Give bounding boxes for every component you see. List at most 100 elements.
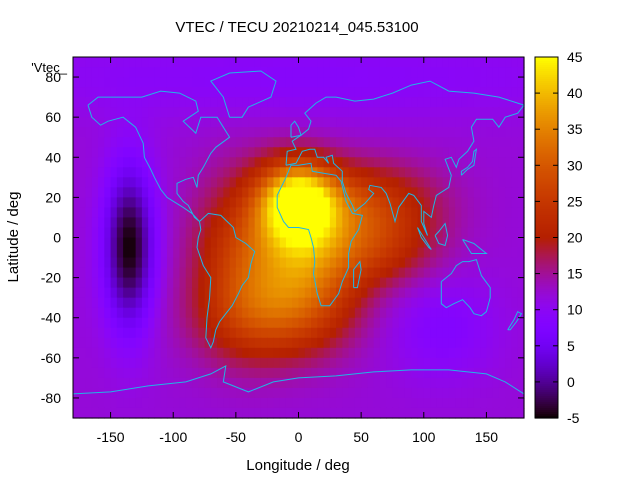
heatmap-cell — [348, 357, 356, 369]
heatmap-cell — [91, 317, 99, 329]
heatmap-cell — [367, 247, 375, 259]
heatmap-cell — [436, 267, 444, 279]
heatmap-cell — [110, 347, 118, 359]
heatmap-cell — [423, 97, 431, 108]
heatmap-cell — [179, 167, 187, 178]
heatmap-cell — [404, 117, 412, 128]
heatmap-cell — [461, 377, 469, 389]
heatmap-cell — [392, 257, 400, 269]
heatmap-cell — [204, 287, 212, 299]
heatmap-cell — [179, 397, 187, 409]
heatmap-cell — [154, 387, 162, 399]
heatmap-cell — [304, 357, 312, 369]
heatmap-cell — [104, 247, 112, 259]
heatmap-cell — [386, 227, 394, 239]
heatmap-cell — [367, 297, 375, 309]
heatmap-cell — [492, 107, 500, 118]
heatmap-cell — [173, 287, 181, 299]
heatmap-cell — [361, 197, 369, 209]
heatmap-cell — [292, 57, 300, 68]
heatmap-cell — [173, 177, 181, 188]
heatmap-cell — [260, 207, 268, 219]
heatmap-cell — [198, 227, 206, 239]
heatmap-cell — [430, 77, 437, 88]
heatmap-cell — [505, 327, 513, 339]
heatmap-cell — [304, 137, 312, 148]
heatmap-cell — [210, 327, 218, 339]
heatmap-cell — [304, 277, 312, 289]
heatmap-cell — [235, 407, 243, 419]
heatmap-cell — [116, 167, 124, 178]
colorbar-step — [535, 227, 558, 231]
heatmap-cell — [317, 407, 325, 419]
colorbar-step — [535, 237, 558, 241]
heatmap-cell — [398, 347, 406, 359]
heatmap-cell — [329, 377, 337, 389]
heatmap-cell — [235, 307, 243, 319]
colorbar-step — [535, 105, 558, 108]
heatmap-cell — [436, 317, 444, 329]
colorbar-step — [535, 131, 558, 134]
heatmap-cell — [135, 127, 143, 138]
heatmap-cell — [448, 347, 456, 359]
colorbar-step — [535, 281, 558, 285]
colorbar-tick-label: 10 — [567, 302, 583, 318]
heatmap-cell — [411, 297, 419, 309]
heatmap-cell — [148, 167, 156, 178]
heatmap-cell — [492, 367, 500, 379]
heatmap-cell — [129, 307, 137, 319]
heatmap-cell — [148, 277, 156, 289]
heatmap-cell — [298, 387, 306, 399]
heatmap-cell — [367, 307, 375, 319]
heatmap-cell — [273, 307, 281, 319]
heatmap-cell — [467, 97, 475, 108]
heatmap-cell — [448, 187, 456, 198]
heatmap-cell — [98, 87, 105, 98]
heatmap-cell — [386, 117, 394, 128]
heatmap-cell — [85, 397, 93, 409]
heatmap-cell — [91, 207, 99, 219]
heatmap-cell — [173, 267, 181, 279]
heatmap-cell — [210, 297, 218, 309]
heatmap-cell — [423, 157, 431, 168]
colorbar-step — [535, 159, 558, 162]
heatmap-cell — [260, 407, 268, 419]
heatmap-cell — [279, 397, 287, 409]
heatmap-cell — [185, 197, 193, 209]
heatmap-cell — [273, 387, 281, 399]
heatmap-cell — [267, 327, 275, 339]
heatmap-cell — [492, 167, 500, 178]
heatmap-cell — [185, 167, 193, 178]
heatmap-cell — [367, 177, 375, 188]
heatmap-cell — [486, 397, 494, 409]
heatmap-cell — [248, 367, 256, 379]
heatmap-cell — [311, 57, 318, 68]
heatmap-cell — [273, 147, 281, 158]
heatmap-cell — [492, 397, 500, 409]
heatmap-cell — [160, 67, 168, 78]
heatmap-cell — [154, 167, 162, 178]
heatmap-cell — [85, 227, 93, 239]
heatmap-cell — [292, 337, 300, 349]
heatmap-cell — [448, 277, 456, 289]
colorbar-step — [535, 75, 558, 78]
heatmap-cell — [179, 217, 187, 229]
heatmap-cell — [342, 147, 350, 158]
heatmap-cell — [511, 307, 519, 319]
heatmap-cell — [492, 87, 500, 98]
heatmap-cell — [110, 307, 118, 319]
heatmap-cell — [461, 287, 469, 299]
heatmap-cell — [411, 127, 419, 138]
heatmap-cell — [235, 157, 243, 168]
heatmap-cell — [329, 327, 337, 339]
heatmap-cell — [198, 157, 206, 168]
heatmap-cell — [461, 207, 469, 219]
heatmap-cell — [442, 387, 450, 399]
heatmap-cell — [442, 217, 450, 229]
heatmap-cell — [129, 157, 137, 168]
heatmap-cell — [141, 117, 149, 128]
heatmap-cell — [110, 137, 118, 148]
heatmap-cell — [317, 307, 325, 319]
heatmap-cell — [436, 277, 444, 289]
heatmap-cell — [85, 377, 93, 389]
